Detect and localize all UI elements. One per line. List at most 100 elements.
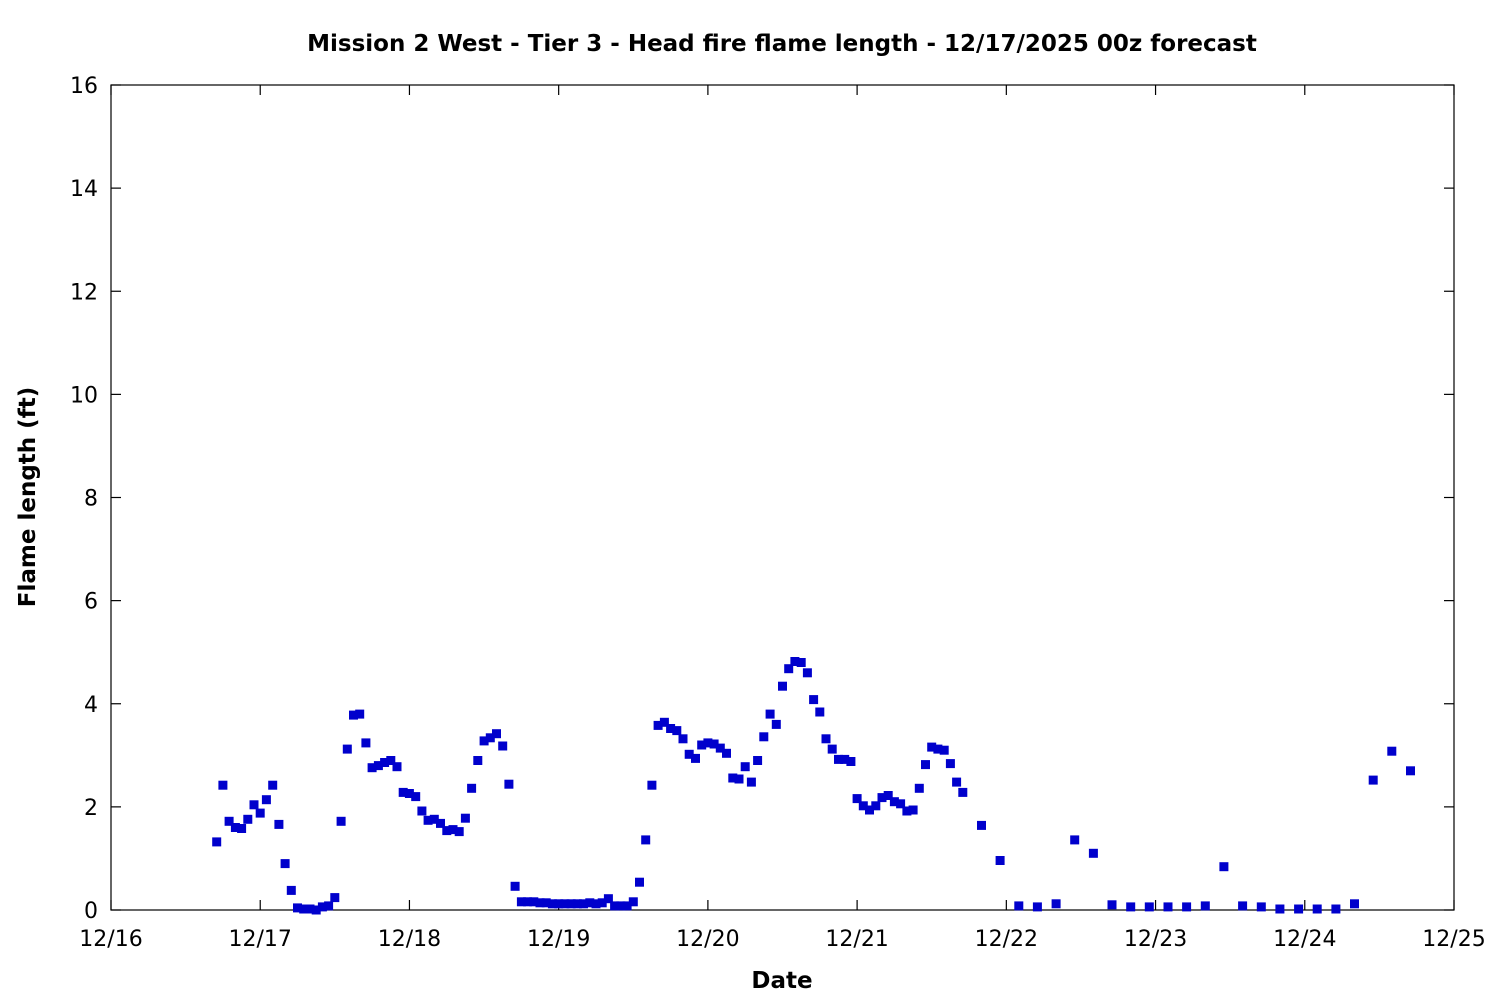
data-point <box>429 814 439 824</box>
data-point <box>1387 746 1397 756</box>
data-point <box>889 797 899 807</box>
data-point <box>255 808 265 818</box>
data-point <box>802 668 812 678</box>
data-point <box>454 827 464 837</box>
data-point <box>554 899 564 909</box>
data-point <box>778 681 787 691</box>
data-point <box>230 823 240 832</box>
data-point <box>846 757 856 766</box>
data-point <box>958 787 968 797</box>
data-point <box>417 806 427 816</box>
data-point <box>709 739 719 749</box>
data-point <box>939 745 949 755</box>
y-tick-label: 16 <box>70 74 98 99</box>
data-point <box>479 736 489 746</box>
data-point <box>492 729 501 739</box>
data-point <box>473 756 483 765</box>
data-point <box>591 899 601 909</box>
data-point <box>330 893 340 903</box>
data-point <box>678 734 688 744</box>
data-point <box>523 897 533 907</box>
data-point <box>1331 904 1341 914</box>
data-point <box>535 898 545 908</box>
data-point <box>877 793 887 803</box>
data-point <box>1032 902 1042 912</box>
data-point <box>510 881 520 891</box>
data-points <box>212 657 1415 915</box>
data-point <box>933 744 943 754</box>
data-point <box>392 762 402 772</box>
data-point <box>1126 902 1136 912</box>
data-point <box>274 819 284 829</box>
data-point <box>653 720 663 730</box>
data-point <box>1051 899 1061 909</box>
data-point <box>827 744 837 754</box>
data-point <box>1070 835 1080 845</box>
data-point <box>516 897 526 907</box>
data-point <box>927 742 937 752</box>
data-point <box>883 791 893 800</box>
data-point <box>1275 904 1285 914</box>
data-point <box>840 754 850 764</box>
y-tick-label: 6 <box>84 590 98 615</box>
data-point <box>218 780 228 790</box>
data-point <box>1350 899 1359 909</box>
data-point <box>324 901 334 911</box>
y-tick-label: 14 <box>70 177 98 202</box>
data-point <box>995 856 1005 865</box>
data-point <box>249 800 259 810</box>
data-point <box>361 738 371 748</box>
data-point <box>647 780 657 790</box>
data-point <box>237 824 247 833</box>
data-point <box>784 664 794 674</box>
data-point <box>541 898 551 908</box>
data-point <box>305 904 315 914</box>
data-point <box>908 805 918 815</box>
data-point <box>1144 902 1154 912</box>
data-point <box>914 783 924 793</box>
data-point <box>317 902 327 912</box>
data-point <box>1200 901 1210 911</box>
data-point <box>1014 901 1024 911</box>
x-tick-label: 12/24 <box>1273 927 1336 952</box>
data-point <box>858 801 868 811</box>
data-point <box>821 734 831 744</box>
data-point <box>212 837 222 847</box>
data-point <box>715 743 725 753</box>
data-point <box>684 749 694 759</box>
data-point <box>280 859 290 869</box>
data-point <box>1163 902 1173 912</box>
data-point <box>498 741 508 751</box>
data-point <box>765 709 775 719</box>
data-point <box>311 905 321 915</box>
data-point <box>1182 902 1192 912</box>
data-point <box>243 814 253 824</box>
data-point <box>423 815 433 825</box>
y-tick-label: 4 <box>84 693 98 718</box>
data-point <box>268 780 278 790</box>
data-point <box>1312 904 1322 914</box>
data-point <box>622 901 632 911</box>
data-point <box>529 897 539 907</box>
data-point <box>1294 904 1304 914</box>
x-axis: 12/16 12/17 12/18 12/19 12/20 12/21 12/22 12/23… <box>79 85 1486 952</box>
data-point <box>585 898 595 908</box>
data-point <box>386 756 396 765</box>
data-point <box>703 738 713 748</box>
data-point <box>753 756 763 765</box>
x-tick-label: 12/25 <box>1422 927 1485 952</box>
data-point <box>404 789 414 798</box>
data-point <box>1219 862 1229 872</box>
data-point <box>436 818 445 828</box>
plot-frame <box>110 84 1455 911</box>
y-tick-label: 12 <box>70 280 98 305</box>
data-point <box>809 695 819 705</box>
data-point <box>1406 766 1415 776</box>
data-point <box>572 899 582 909</box>
data-point <box>790 657 800 666</box>
data-point <box>746 777 756 787</box>
y-tick-label: 2 <box>84 796 98 821</box>
data-point <box>697 740 707 750</box>
x-tick-label: 12/19 <box>527 927 590 952</box>
